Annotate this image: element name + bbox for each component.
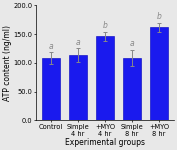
Bar bbox=[123, 58, 141, 120]
Bar bbox=[150, 27, 168, 120]
Bar bbox=[69, 55, 87, 120]
Text: a: a bbox=[130, 39, 134, 48]
Bar bbox=[96, 36, 114, 120]
Text: b: b bbox=[157, 12, 162, 21]
Text: a: a bbox=[76, 38, 80, 47]
X-axis label: Experimental groups: Experimental groups bbox=[65, 138, 145, 147]
Text: b: b bbox=[102, 21, 107, 30]
Y-axis label: ATP content (ng/ml): ATP content (ng/ml) bbox=[3, 25, 12, 101]
Bar bbox=[42, 58, 60, 120]
Text: a: a bbox=[48, 42, 53, 51]
